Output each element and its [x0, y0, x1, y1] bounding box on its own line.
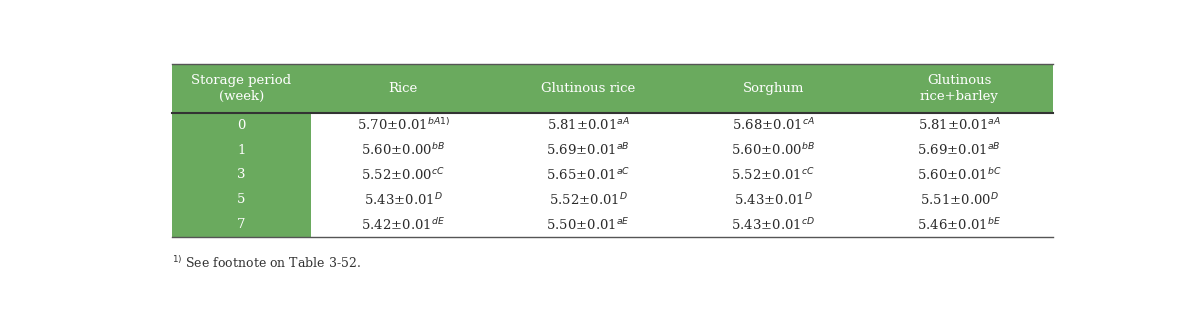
Text: Rice: Rice	[388, 82, 418, 95]
Bar	[495, 113, 681, 138]
Bar	[311, 113, 495, 138]
Bar	[311, 187, 495, 212]
Bar	[495, 212, 681, 237]
Bar	[495, 187, 681, 212]
Text: 5.52±0.01$^{cC}$: 5.52±0.01$^{cC}$	[732, 167, 815, 183]
Bar	[681, 113, 866, 138]
Bar	[495, 163, 681, 187]
Text: Sorghum: Sorghum	[742, 82, 804, 95]
Bar	[866, 187, 1053, 212]
Bar	[866, 138, 1053, 163]
Text: 5.65±0.01$^{aC}$: 5.65±0.01$^{aC}$	[546, 167, 631, 183]
Text: 5.69±0.01$^{aB}$: 5.69±0.01$^{aB}$	[917, 142, 1001, 159]
Text: 5.68±0.01$^{cA}$: 5.68±0.01$^{cA}$	[732, 117, 815, 134]
Text: 5.52±0.00$^{cC}$: 5.52±0.00$^{cC}$	[361, 167, 446, 183]
Bar	[681, 212, 866, 237]
Text: 5.43±0.01$^{cD}$: 5.43±0.01$^{cD}$	[732, 216, 815, 233]
Text: $^{1)}$ See footnote on Table 3-52.: $^{1)}$ See footnote on Table 3-52.	[171, 255, 360, 271]
Bar	[866, 113, 1053, 138]
Text: 5.70±0.01$^{bA1)}$: 5.70±0.01$^{bA1)}$	[356, 118, 450, 133]
Text: 5: 5	[236, 193, 245, 206]
Text: 5.43±0.01$^{D}$: 5.43±0.01$^{D}$	[734, 192, 813, 208]
Text: 5.42±0.01$^{dE}$: 5.42±0.01$^{dE}$	[361, 217, 446, 233]
Text: 5.60±0.00$^{bB}$: 5.60±0.00$^{bB}$	[732, 142, 815, 158]
Text: 5.52±0.01$^{D}$: 5.52±0.01$^{D}$	[549, 192, 627, 208]
Bar	[171, 113, 311, 138]
Bar	[495, 138, 681, 163]
Bar	[866, 212, 1053, 237]
Text: 5.81±0.01$^{aA}$: 5.81±0.01$^{aA}$	[917, 117, 1000, 134]
Text: Storage period
(week): Storage period (week)	[191, 74, 291, 103]
Text: 1: 1	[236, 144, 245, 157]
Bar	[681, 138, 866, 163]
Text: 5.60±0.01$^{bC}$: 5.60±0.01$^{bC}$	[917, 167, 1001, 183]
Text: 5.46±0.01$^{bE}$: 5.46±0.01$^{bE}$	[917, 217, 1001, 233]
Text: Glutinous rice: Glutinous rice	[542, 82, 636, 95]
Text: 7: 7	[236, 218, 246, 231]
Bar	[311, 163, 495, 187]
Bar	[171, 212, 311, 237]
Bar	[681, 163, 866, 187]
Bar	[311, 138, 495, 163]
Text: 3: 3	[236, 168, 246, 181]
Bar	[171, 138, 311, 163]
Text: 5.50±0.01$^{aE}$: 5.50±0.01$^{aE}$	[546, 216, 630, 233]
Text: 5.81±0.01$^{aA}$: 5.81±0.01$^{aA}$	[546, 117, 630, 134]
Bar	[681, 187, 866, 212]
Bar	[171, 187, 311, 212]
Text: 0: 0	[236, 119, 245, 132]
Text: Glutinous
rice+barley: Glutinous rice+barley	[920, 74, 999, 103]
Bar	[171, 163, 311, 187]
Bar	[866, 163, 1053, 187]
Text: 5.60±0.00$^{bB}$: 5.60±0.00$^{bB}$	[361, 142, 446, 158]
Text: 5.51±0.00$^{D}$: 5.51±0.00$^{D}$	[920, 192, 999, 208]
Bar	[311, 212, 495, 237]
Text: 5.43±0.01$^{D}$: 5.43±0.01$^{D}$	[364, 192, 443, 208]
Text: 5.69±0.01$^{aB}$: 5.69±0.01$^{aB}$	[546, 142, 630, 159]
